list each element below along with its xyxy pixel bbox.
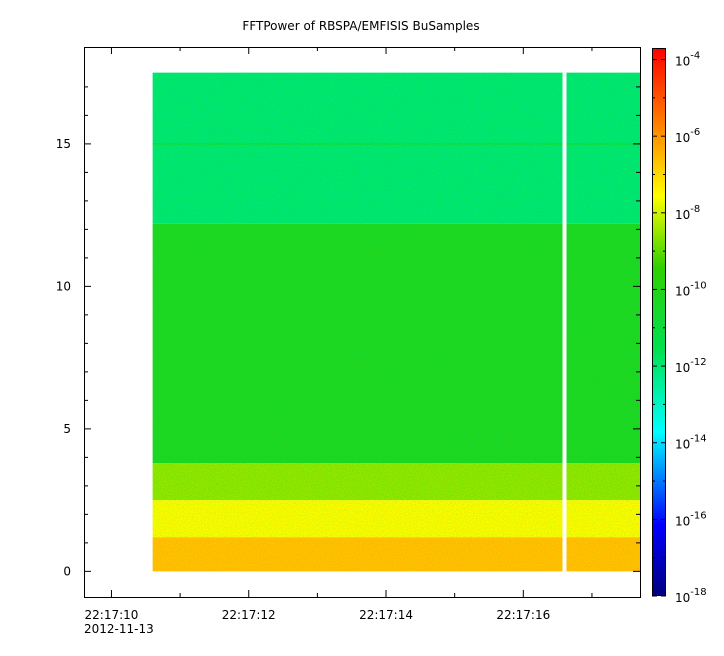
y-axis: 0 5 10 15 (56, 86, 640, 578)
spectrogram-band-texture (152, 463, 640, 501)
spectrogram-band-texture (152, 72, 640, 224)
x-tick-label: 22:17:16 (496, 608, 550, 622)
colorbar-ticks: 10-4 10-6 10-8 10-10 10-12 10-14 10-16 10-18 (652, 51, 707, 605)
data-gap-stripe (562, 72, 567, 572)
spectrogram-band-texture (152, 500, 640, 538)
x-axis-date-label: 2012-11-13 (84, 622, 154, 636)
plot-area (84, 47, 641, 598)
y-tick-label: 0 (63, 564, 71, 578)
y-tick-label: 10 (56, 279, 71, 293)
colorbar-tick-label: 10-8 (675, 204, 700, 222)
data-gap (562, 72, 567, 572)
x-tick-label: 22:17:14 (359, 608, 413, 622)
y-tick-label: 15 (56, 137, 71, 151)
spectrogram-noise (152, 72, 640, 572)
colorbar-tick-label: 10-16 (675, 510, 707, 528)
colorbar-tick-label: 10-12 (675, 357, 707, 375)
colorbar-tick-label: 10-4 (675, 51, 700, 69)
spectrogram-band-texture (152, 223, 640, 464)
colorbar-tick-label: 10-6 (675, 127, 700, 145)
colorbar-tick-label: 10-18 (675, 587, 707, 605)
colorbar-tick-label: 10-10 (675, 280, 707, 298)
chart-title: FFTPower of RBSPA/EMFISIS BuSamples (242, 19, 479, 33)
colorbar: 10-4 10-6 10-8 10-10 10-12 10-14 10-16 10-18 (652, 48, 707, 605)
colorbar-frame (652, 48, 666, 596)
x-axis: 22:17:10 22:17:12 22:17:14 22:17:16 (85, 47, 593, 622)
spectrogram-band-texture (152, 537, 640, 572)
colorbar-tick-label: 10-14 (675, 434, 707, 452)
colorbar-gradient (652, 48, 666, 596)
x-tick-label: 22:17:10 (85, 608, 139, 622)
y-tick-label: 5 (63, 422, 71, 436)
plot-frame (84, 47, 641, 598)
x-tick-label: 22:17:12 (222, 608, 276, 622)
